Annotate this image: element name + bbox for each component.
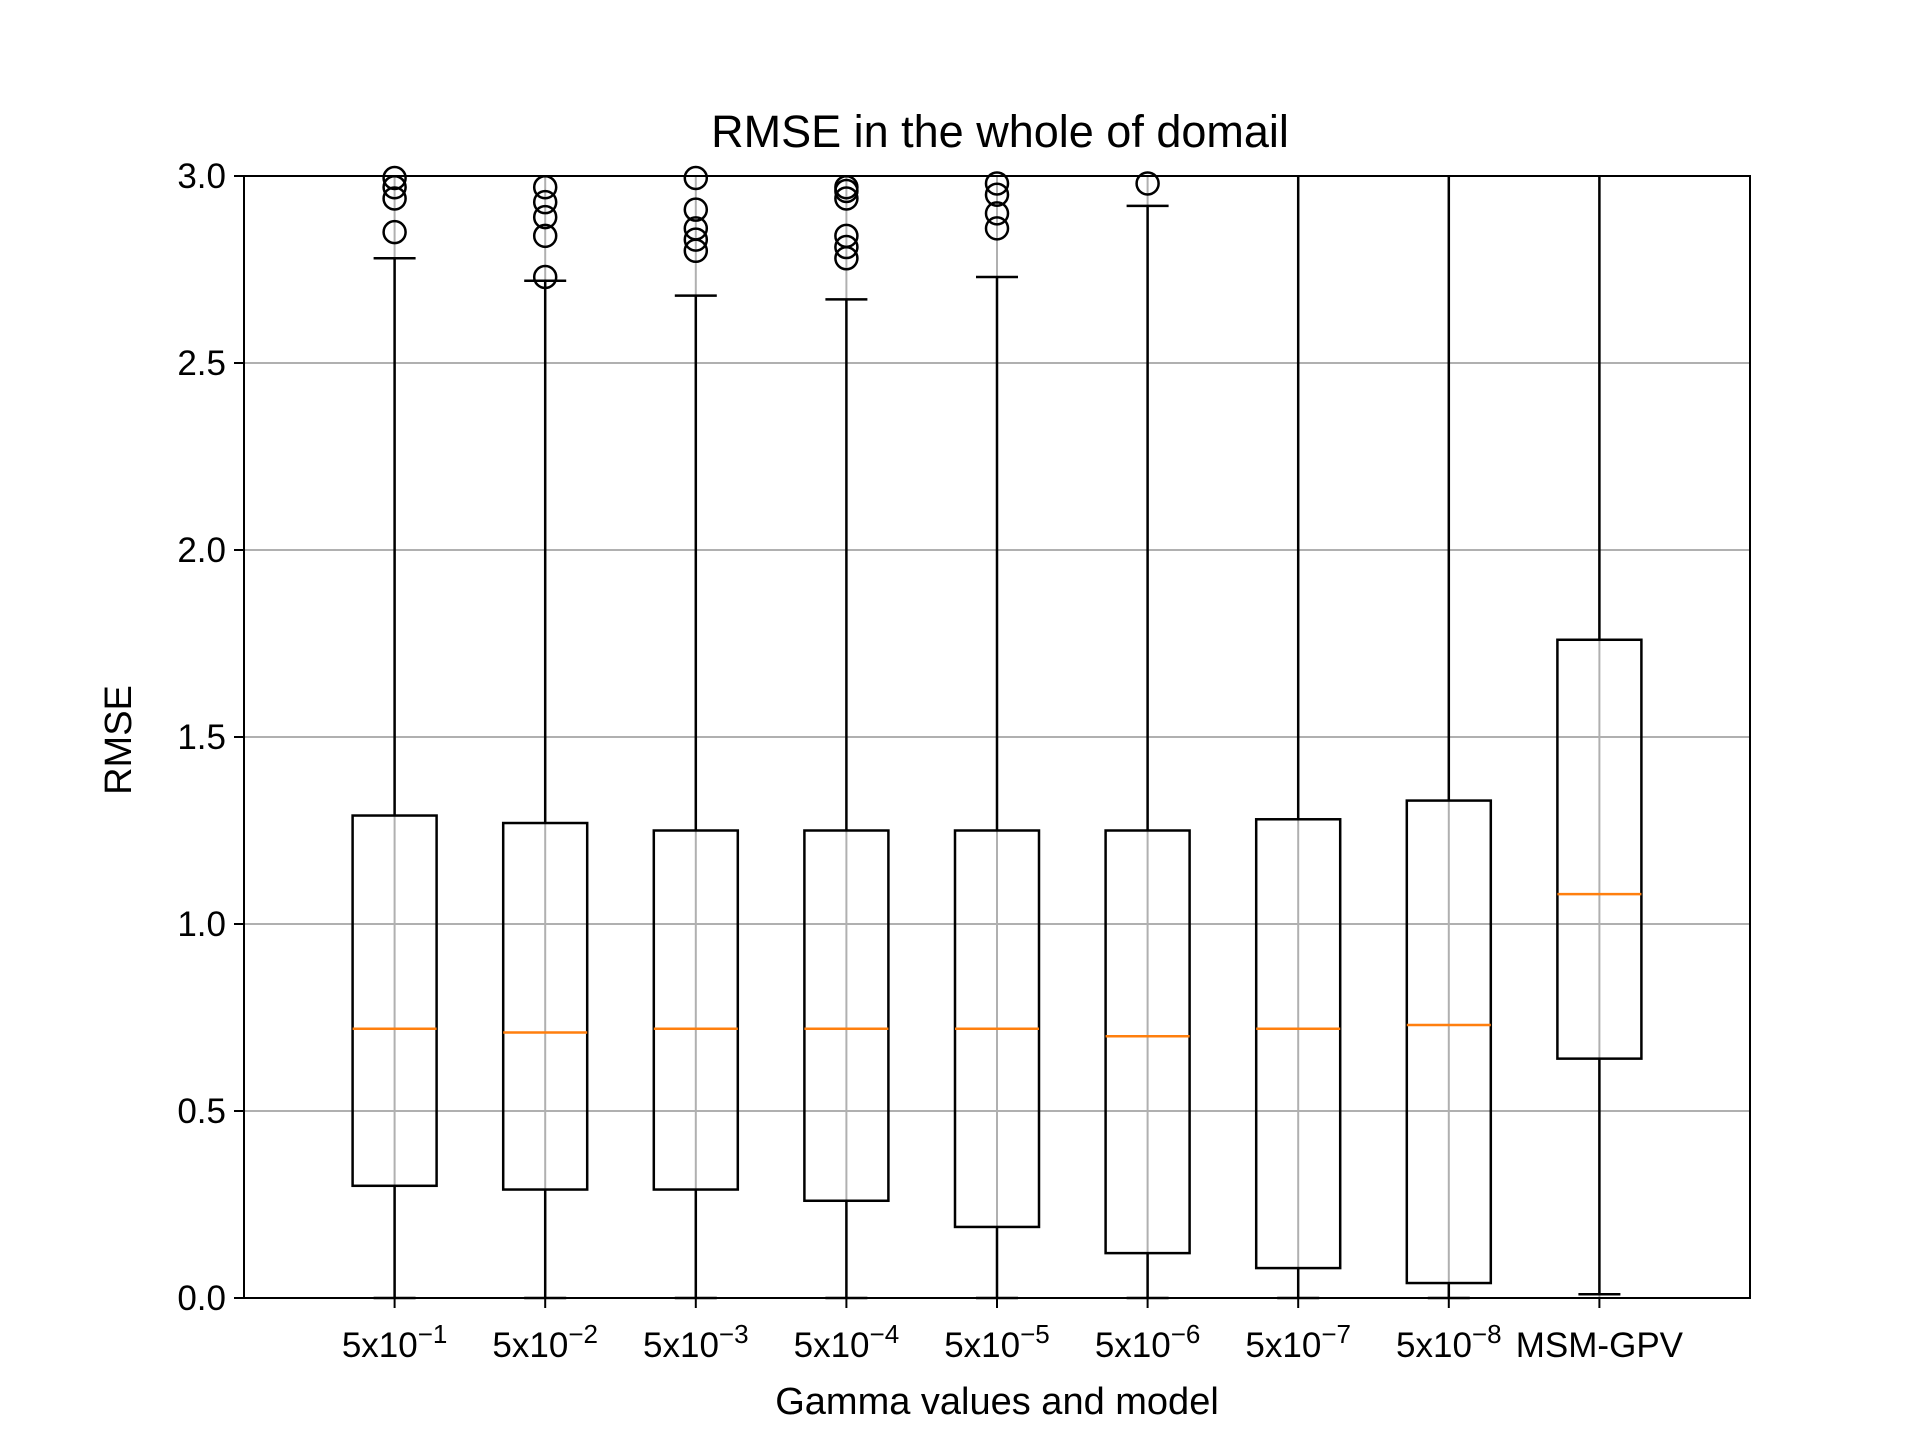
outlier-point: [382, 186, 407, 211]
iqr-box: [351, 814, 438, 1188]
outlier-point: [834, 223, 859, 249]
iqr-box: [1405, 799, 1493, 1285]
y-tick-label: 1.5: [177, 718, 226, 757]
outlier-point: [683, 197, 709, 222]
outlier-point: [1135, 171, 1160, 196]
x-tick-label: 5x10−6: [1095, 1319, 1201, 1365]
x-tick-label: 5x10−4: [794, 1319, 900, 1365]
outlier-point: [984, 182, 1010, 207]
x-tick-label: 5x10−2: [492, 1319, 598, 1365]
outlier-point: [984, 216, 1010, 241]
box-7: [1254, 176, 1342, 1300]
outlier-point: [984, 171, 1010, 196]
outlier-point: [532, 223, 558, 249]
outlier-point: [532, 189, 558, 215]
x-axis-label: Gamma values and model: [775, 1381, 1219, 1423]
box-9: [1556, 176, 1643, 1296]
iqr-box: [1254, 818, 1342, 1270]
y-tick-label: 0.5: [177, 1092, 226, 1131]
outlier-point: [532, 204, 558, 230]
y-tick-label: 2.5: [177, 344, 226, 383]
outlier-point: [532, 264, 558, 290]
x-tick-label: 5x10−1: [342, 1319, 448, 1365]
iqr-box: [1556, 638, 1643, 1060]
x-tick-label: MSM-GPV: [1516, 1326, 1684, 1365]
box-1: [351, 165, 438, 1300]
boxes: [351, 165, 1643, 1300]
x-tick-label: 5x10−7: [1245, 1319, 1351, 1365]
chart-title: RMSE in the whole of domail: [711, 106, 1289, 157]
y-tick-label: 3.0: [177, 157, 226, 196]
box-3: [652, 165, 740, 1300]
outlier-point: [834, 186, 859, 211]
y-axis-label: RMSE: [98, 685, 140, 795]
iqr-box: [803, 829, 890, 1203]
y-tick-label: 2.0: [177, 531, 226, 570]
y-axis: 0.0 0.5 1.0 1.5 2.0 2.5 3.0: [177, 157, 244, 1318]
box-6: [1104, 171, 1191, 1300]
iqr-box: [501, 821, 589, 1191]
y-tick-label: 0.0: [177, 1279, 226, 1318]
outlier-point: [834, 234, 859, 260]
outlier-point: [683, 165, 709, 191]
x-axis: 5x10−1 5x10−2 5x10−3 5x10−4 5x10−5 5x10−6 5x10…: [342, 1298, 1684, 1365]
iqr-box: [652, 829, 740, 1191]
outlier-point: [382, 219, 407, 245]
y-tick-label: 1.0: [177, 905, 226, 944]
x-tick-label: 5x10−3: [643, 1319, 749, 1365]
x-tick-label: 5x10−8: [1396, 1319, 1502, 1365]
outlier-point: [683, 216, 709, 241]
outlier-point: [984, 201, 1010, 226]
outlier-point: [382, 165, 407, 191]
iqr-box: [1104, 829, 1191, 1255]
x-tick-label: 5x10−5: [944, 1319, 1050, 1365]
outlier-point: [683, 227, 709, 252]
